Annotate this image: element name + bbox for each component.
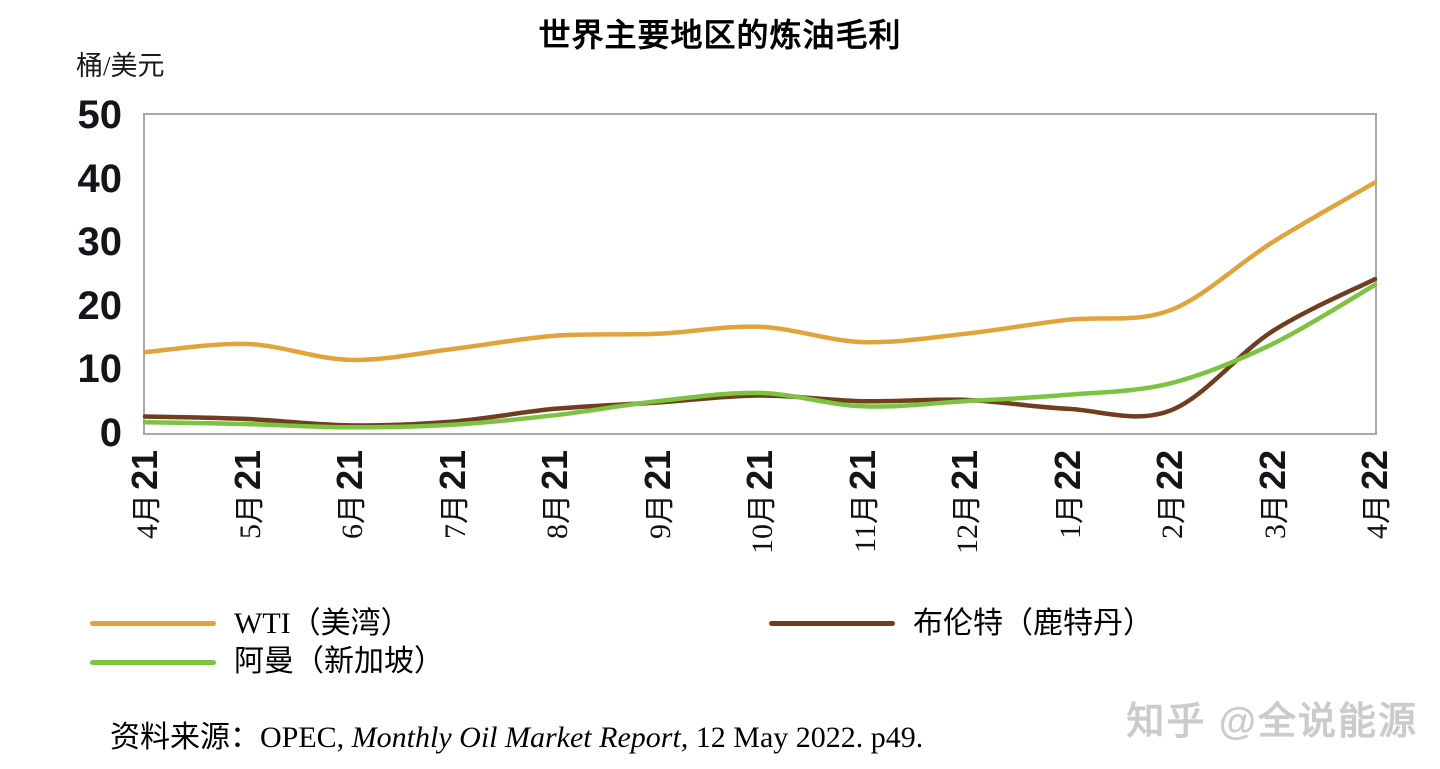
watermark: 知乎 @全说能源 (1126, 701, 1418, 743)
x-tick-month: 6月 (336, 494, 369, 540)
x-tick-label: 10月21 (738, 450, 782, 600)
x-tick-month: 4月 (131, 494, 164, 540)
x-tick-year: 21 (534, 450, 575, 491)
x-tick-month: 10月 (746, 494, 779, 555)
x-tick-year: 21 (431, 450, 473, 491)
x-tick-year: 21 (841, 450, 883, 491)
x-tick-year: 22 (1251, 450, 1293, 491)
x-tick-month: 8月 (541, 494, 574, 540)
x-tick-label: 3月22 (1251, 450, 1295, 600)
x-tick-year: 21 (226, 450, 268, 491)
wti-line (142, 180, 1378, 363)
x-tick-month: 9月 (643, 494, 677, 540)
x-tick-month: 5月 (233, 494, 267, 540)
x-tick-year: 21 (739, 450, 780, 491)
x-tick-label: 7月21 (431, 450, 475, 600)
x-tick-label: 9月21 (636, 450, 680, 600)
x-tick-year: 21 (944, 450, 985, 491)
y-axis-unit-label: 桶/美元 (76, 51, 165, 81)
x-tick-year: 22 (1354, 450, 1395, 491)
x-tick-label: 5月21 (226, 450, 270, 600)
x-tick-label: 8月21 (533, 450, 577, 600)
chart-title: 世界主要地区的炼油毛利 (538, 17, 902, 53)
legend-label-brent: 布伦特（鹿特丹） (913, 607, 1153, 640)
source-citation: 资料来源：OPEC, Monthly Oil Market Report, 12… (110, 712, 923, 756)
oman-line (142, 282, 1378, 430)
y-tick-label: 10 (77, 347, 123, 392)
y-tick-label: 50 (77, 93, 123, 137)
x-tick-label: 2月22 (1148, 450, 1192, 600)
plot-area (142, 113, 1378, 435)
x-tick-month: 11月 (848, 494, 882, 553)
x-tick-month: 7月 (438, 494, 472, 540)
x-tick-month: 12月 (951, 494, 984, 555)
x-tick-label: 6月21 (328, 450, 372, 600)
x-tick-year: 22 (1046, 450, 1088, 491)
y-tick-label: 40 (77, 156, 123, 201)
source-report-title: Monthly Oil Market Report, (351, 721, 689, 754)
x-tick-month: 4月 (1361, 494, 1394, 540)
x-tick-label: 4月21 (123, 450, 167, 600)
x-tick-year: 21 (636, 450, 678, 491)
line-chart-canvas (142, 180, 1378, 430)
x-tick-label: 4月22 (1353, 450, 1397, 600)
legend-swatch-oman (90, 660, 216, 665)
legend-swatch-brent (769, 621, 895, 626)
legend-swatch-wti (90, 621, 216, 626)
y-tick-label: 20 (77, 283, 123, 328)
legend-label-wti: WTI（美湾） (234, 607, 411, 640)
x-tick-year: 22 (1149, 450, 1190, 491)
source-prefix: 资料来源：OPEC, (110, 721, 352, 754)
x-tick-month: 3月 (1258, 494, 1292, 540)
x-tick-month: 1月 (1053, 494, 1087, 540)
x-tick-month: 2月 (1156, 494, 1189, 540)
y-tick-label: 0 (99, 411, 122, 455)
x-tick-label: 11月21 (841, 450, 885, 600)
x-tick-year: 21 (124, 450, 165, 491)
source-suffix: 12 May 2022. p49. (688, 721, 924, 754)
y-tick-label: 30 (77, 220, 123, 265)
x-tick-label: 1月22 (1046, 450, 1090, 600)
legend-label-oman: 阿曼（新加坡） (234, 645, 444, 678)
x-tick-label: 12月21 (943, 450, 987, 600)
x-tick-year: 21 (329, 450, 370, 491)
